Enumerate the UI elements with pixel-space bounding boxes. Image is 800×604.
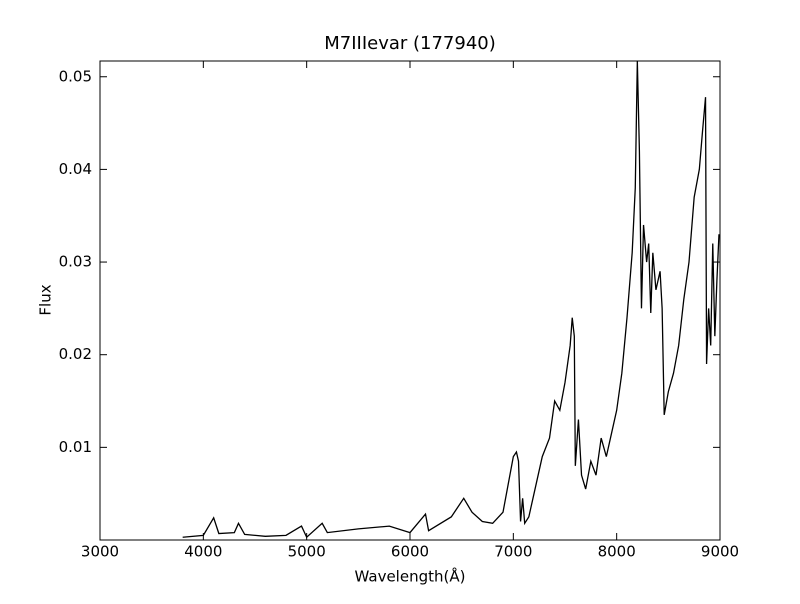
y-tick-label: 0.05 xyxy=(59,67,92,85)
plot-frame xyxy=(99,60,721,541)
spectrum-line xyxy=(182,61,720,539)
x-tick-label: 6000 xyxy=(391,543,429,561)
x-tick-label: 7000 xyxy=(494,543,532,561)
y-tick-label: 0.01 xyxy=(59,438,92,456)
y-tick-label: 0.02 xyxy=(59,345,92,363)
x-axis-label: Wavelength(Å) xyxy=(355,567,466,586)
x-tick-label: 9000 xyxy=(701,543,739,561)
y-axis-label: Flux xyxy=(37,284,55,315)
x-tick-label: 4000 xyxy=(184,543,222,561)
x-tick-label: 3000 xyxy=(81,543,119,561)
x-tick-label: 5000 xyxy=(288,543,326,561)
chart-title: M7IIIevar (177940) xyxy=(324,33,496,54)
y-tick-label: 0.03 xyxy=(59,253,92,271)
y-tick-label: 0.04 xyxy=(59,160,92,178)
x-tick-label: 8000 xyxy=(598,543,636,561)
